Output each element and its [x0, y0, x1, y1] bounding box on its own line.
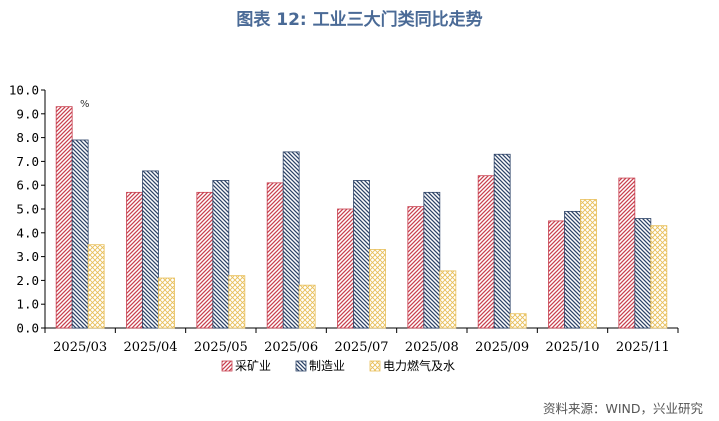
bar-2-2025/06	[282, 151, 300, 329]
bar-3-2025/04	[158, 277, 175, 329]
legend-label: 电力燃气及水	[383, 358, 455, 373]
bar-2-2025/10	[564, 210, 581, 329]
x-tick-label: 2025/04	[123, 340, 177, 355]
legend-label: 制造业	[309, 359, 345, 373]
y-tick-label: 9.0	[16, 106, 39, 121]
bar-2-2025/05	[212, 180, 230, 329]
y-tick-label: 1.0	[16, 297, 39, 312]
x-tick-label: 2025/06	[264, 340, 318, 355]
x-tick-label: 2025/11	[616, 340, 670, 355]
legend-swatch	[369, 360, 381, 372]
chart-title: 图表 12: 工业三大门类同比走势	[236, 10, 483, 30]
legend-swatch	[221, 360, 233, 372]
bar-3-2025/11	[650, 225, 668, 329]
bar-1-2025/08	[407, 206, 425, 329]
plot-area: 0.0 1.0 2.0 3.0 4.0 5.0 6.0 7.0 8.0 9.0 10.0 2025/0…	[9, 83, 679, 373]
x-tick-label: 2025/08	[405, 340, 459, 355]
bar-1-2025/10	[548, 220, 565, 329]
bar-3-2025/06	[298, 284, 316, 329]
bar-2-2025/08	[423, 191, 441, 329]
bar-3-2025/08	[439, 270, 457, 329]
bar-3-2025/05	[228, 275, 246, 329]
bar-1-2025/06	[266, 182, 284, 329]
y-tick-label: 0.0	[16, 321, 39, 336]
legend-label: 采矿业	[235, 359, 271, 373]
bar-3-2025/07	[369, 249, 386, 329]
bar-1-2025/05	[196, 191, 214, 329]
y-tick-label: 5.0	[16, 202, 39, 217]
bar-3-2025/03	[87, 244, 105, 329]
unit-label: %	[80, 99, 90, 110]
y-tick-label: 2.0	[16, 273, 39, 288]
bar-2-2025/04	[142, 170, 159, 329]
y-tick-label: 4.0	[16, 225, 39, 240]
y-tick-label: 10.0	[9, 83, 39, 98]
bar-2-2025/07	[353, 180, 370, 329]
x-tick-label: 2025/09	[475, 340, 529, 355]
bar-3-2025/09	[509, 313, 527, 329]
x-tick-label: 2025/05	[194, 340, 248, 355]
bar-1-2025/11	[618, 177, 636, 329]
bar-2-2025/11	[634, 218, 652, 329]
x-tick-label: 2025/10	[545, 340, 599, 355]
bar-1-2025/07	[337, 208, 354, 329]
bar-3-2025/10	[580, 199, 597, 329]
bar-2-2025/03	[71, 139, 89, 329]
y-tick-label: 6.0	[16, 178, 39, 193]
bar-1-2025/09	[477, 175, 495, 329]
bar-2-2025/09	[493, 153, 511, 329]
bar-1-2025/03	[55, 106, 73, 329]
x-tick-label: 2025/07	[334, 340, 388, 355]
y-tick-label: 7.0	[16, 154, 39, 169]
source-note: 资料来源：WIND，兴业研究	[542, 401, 703, 416]
y-tick-label: 3.0	[16, 249, 39, 264]
y-tick-label: 8.0	[16, 130, 39, 145]
bar-1-2025/04	[126, 191, 143, 329]
legend-swatch	[295, 360, 307, 372]
x-tick-label: 2025/03	[53, 340, 107, 355]
